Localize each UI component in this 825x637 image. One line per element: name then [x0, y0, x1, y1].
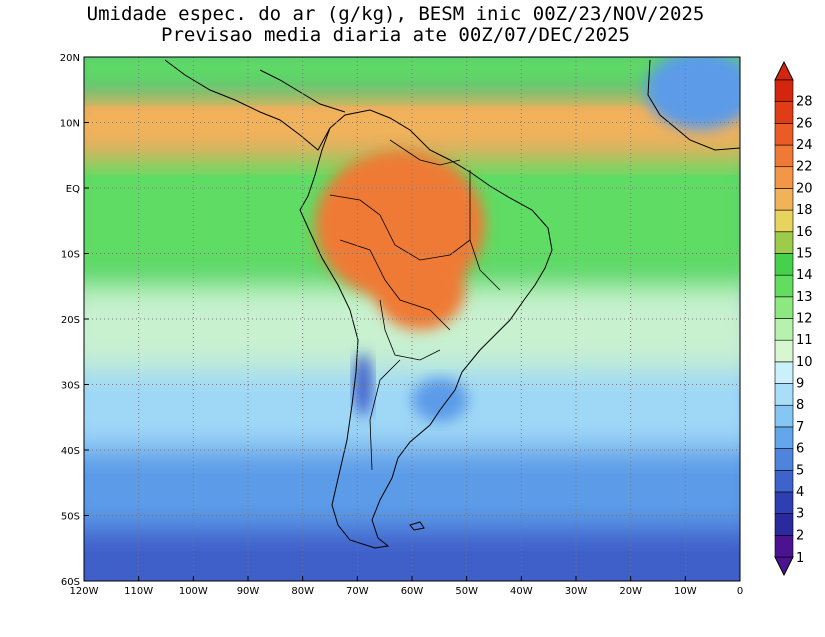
colorbar-swatch [774, 123, 794, 146]
x-axis: 120W 110W 100W 90W 80W 70W 60W 50W 40W 30W 20W 10W 0 [70, 576, 743, 597]
colorbar-swatch [774, 513, 794, 536]
colorbar-label: 16 [796, 225, 813, 240]
colorbar-swatch [774, 144, 794, 168]
colorbar-label: 20 [796, 181, 813, 196]
y-axis: 20N 10N EQ 10S 20S 30S 40S 50S 60S [60, 53, 89, 588]
y-tick-label: 10S [61, 250, 80, 261]
central-america-coast [164, 59, 331, 151]
x-tick-label: 120W [70, 586, 99, 597]
colorbar-swatch [774, 166, 794, 189]
colorbar-swatch [774, 469, 794, 493]
africa-coast [647, 59, 740, 151]
colorbar-label: 5 [796, 463, 804, 478]
map-title: Umidade espec. do ar (g/kg), BESM inic 0… [86, 3, 705, 25]
colorbar-label: 22 [796, 160, 813, 175]
x-tick-label: 50W [455, 586, 478, 597]
x-tick-label: 30W [565, 586, 588, 597]
colorbar-label: 4 [796, 485, 804, 500]
colorbar-label: 10 [796, 355, 813, 370]
y-tick-label: 20S [61, 315, 80, 326]
y-tick-label: 40S [61, 446, 80, 457]
x-tick-label: 20W [619, 586, 642, 597]
country-borders [329, 139, 501, 471]
colorbar-swatch [774, 339, 794, 363]
coastlines [164, 59, 740, 549]
colorbar-swatch [774, 79, 794, 102]
colorbar-swatch [774, 188, 794, 211]
colorbar-label: 24 [796, 138, 813, 153]
colorbar-swatch [774, 361, 794, 384]
y-tick-label: 50S [61, 512, 80, 523]
x-tick-label: 70W [346, 586, 369, 597]
humidity-field [84, 57, 740, 581]
colorbar-swatch [774, 426, 794, 449]
colorbar-swatch [774, 209, 794, 233]
colorbar-swatch [774, 318, 794, 341]
x-tick-label: 110W [124, 586, 153, 597]
colorbar-swatch [774, 404, 794, 428]
lat-lon-grid [84, 57, 740, 581]
y-tick-label: 10N [60, 119, 80, 130]
colorbar-swatch [774, 383, 794, 406]
x-tick-label: 80W [291, 586, 314, 597]
falklands [409, 521, 425, 531]
colorbar-label: 12 [796, 312, 813, 327]
y-tick-label: 60S [61, 577, 80, 588]
colorbar-label: 7 [796, 420, 804, 435]
x-tick-label: 0 [737, 586, 743, 597]
colorbar-label: 8 [796, 398, 804, 413]
colorbar-label: 11 [796, 333, 813, 348]
x-tick-label: 100W [179, 586, 208, 597]
colorbar-swatch [774, 448, 794, 471]
x-tick-label: 10W [674, 586, 697, 597]
y-tick-label: 20N [60, 53, 80, 64]
colorbar-label: 14 [796, 268, 813, 283]
colorbar-swatch [774, 491, 794, 514]
colorbar-swatch [774, 274, 794, 298]
x-tick-label: 40W [510, 586, 533, 597]
x-tick-label: 60W [401, 586, 424, 597]
colorbar-label: 1 [796, 551, 804, 566]
colorbar-swatch [774, 101, 794, 124]
colorbar-label: 18 [796, 203, 813, 218]
colorbar-label: 2 [796, 528, 804, 543]
colorbar-swatch [774, 535, 794, 558]
x-tick-label: 90W [237, 586, 260, 597]
caribbean-coast [259, 69, 346, 113]
colorbar-label: 15 [796, 246, 813, 261]
colorbar-swatch [774, 231, 794, 254]
colorbar-label: 13 [796, 290, 813, 305]
south-america-coast [299, 109, 553, 549]
colorbar-label: 26 [796, 116, 813, 131]
colorbar-label: 3 [796, 507, 804, 522]
colorbar-label: 28 [796, 95, 813, 110]
colorbar-max-arrow [774, 60, 794, 81]
colorbar-swatch [774, 296, 794, 319]
y-tick-label: 30S [61, 381, 80, 392]
colorbar-label: 6 [796, 442, 804, 457]
y-tick-label: EQ [66, 184, 80, 195]
colorbar-swatch [774, 253, 794, 276]
colorbar-min-arrow [774, 556, 794, 577]
colorbar-label: 9 [796, 377, 804, 392]
map-subtitle: Previsao media diaria ate 00Z/07/DEC/202… [161, 24, 630, 46]
